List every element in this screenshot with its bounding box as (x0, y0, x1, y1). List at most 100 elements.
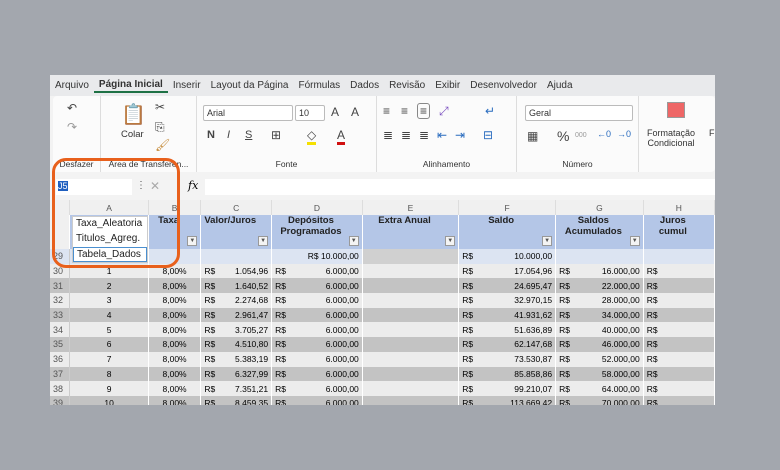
orientation-icon[interactable]: ⤢ (439, 104, 449, 118)
fill-color-icon[interactable]: ◇ (307, 128, 317, 145)
cell[interactable]: R$ (643, 351, 715, 367)
cell[interactable] (362, 278, 460, 294)
cell[interactable]: R$ 6.000,00 (271, 322, 363, 338)
filter-dropdown-icon[interactable]: ▼ (348, 236, 359, 246)
column-header-G[interactable]: G (555, 200, 644, 215)
paste-icon[interactable]: 📋 (121, 104, 146, 126)
cell[interactable]: R$ 5.383,19 (200, 351, 273, 367)
cell[interactable]: 5 (69, 322, 149, 338)
filter-dropdown-icon[interactable]: ▼ (187, 236, 198, 246)
cell[interactable]: R$ (643, 278, 715, 294)
row-header[interactable]: 32 (50, 293, 71, 308)
tab-2[interactable]: Inserir (172, 80, 201, 91)
italic-button[interactable]: I (227, 129, 231, 141)
align-center-icon[interactable]: ≣ (401, 128, 412, 142)
cell[interactable]: R$ 6.327,99 (200, 366, 273, 382)
cell[interactable]: 8,00% (148, 395, 202, 405)
cell[interactable]: R$ (643, 395, 715, 405)
cell[interactable]: 8,00% (148, 366, 202, 382)
cell[interactable] (362, 381, 460, 396)
column-header-F[interactable]: F (458, 200, 557, 215)
undo-icon[interactable]: ↶ (67, 101, 78, 115)
cell[interactable]: R$ 46.000,00 (555, 337, 644, 352)
cell[interactable]: R$ 10.000,00 (271, 249, 363, 264)
cell[interactable]: R$ 99.210,07 (458, 381, 557, 396)
cell[interactable] (362, 293, 460, 308)
cell[interactable]: R$ 6.000,00 (271, 263, 363, 279)
cell[interactable]: 8,00% (148, 381, 202, 396)
cell[interactable]: 8,00% (148, 337, 202, 352)
cell[interactable]: R$ 6.000,00 (271, 278, 363, 294)
named-range-item[interactable]: Tabela_Dados (73, 247, 147, 262)
increase-font-icon[interactable]: A (331, 105, 340, 119)
increase-indent-icon[interactable]: ⇥ (455, 128, 466, 142)
cell[interactable]: R$ (643, 366, 715, 382)
cell[interactable]: R$ 2.274,68 (200, 293, 273, 308)
cell[interactable]: R$ 6.000,00 (271, 351, 363, 367)
align-middle-icon[interactable]: ≡ (401, 104, 409, 118)
bold-button[interactable]: N (207, 129, 215, 141)
cell[interactable]: R$ 85.858,86 (458, 366, 557, 382)
merge-center-icon[interactable]: ⊟ (483, 128, 494, 142)
cell[interactable] (555, 249, 644, 264)
tab-6[interactable]: Revisão (389, 80, 426, 91)
cell[interactable]: R$ 41.931,62 (458, 307, 557, 323)
tab-7[interactable]: Exibir (435, 80, 461, 91)
cell[interactable]: R$ 32.970,15 (458, 293, 557, 308)
tab-9[interactable]: Ajuda (546, 80, 573, 91)
align-right-icon[interactable]: ≣ (419, 128, 430, 142)
column-header-H[interactable]: H (643, 200, 715, 215)
tab-1[interactable]: Página Inicial (93, 79, 168, 93)
insert-function-icon[interactable]: fx (188, 179, 199, 192)
cell[interactable]: 8,00% (148, 307, 202, 323)
format-painter-icon[interactable]: 🖌 (155, 138, 171, 152)
cell[interactable]: R$ (643, 381, 715, 396)
row-header[interactable]: 39 (50, 395, 71, 405)
copy-icon[interactable]: ⎘ (155, 120, 165, 134)
row-header[interactable]: 35 (50, 337, 71, 352)
cell[interactable]: R$ 22.000,00 (555, 278, 644, 294)
decrease-decimal-icon[interactable]: →0 (617, 129, 632, 139)
number-format-select[interactable]: Geral (525, 105, 633, 121)
align-top-icon[interactable]: ≡ (383, 104, 391, 118)
cell[interactable]: R$ 28.000,00 (555, 293, 644, 308)
cell[interactable]: R$ 6.000,00 (271, 395, 363, 405)
formula-input[interactable] (205, 179, 715, 195)
cell[interactable]: R$ 52.000,00 (555, 351, 644, 367)
cell[interactable]: R$ 6.000,00 (271, 366, 363, 382)
table-header-cell[interactable]: Juros cumul (643, 215, 715, 249)
cell[interactable]: R$ 24.695,47 (458, 278, 557, 294)
cell[interactable]: 8,00% (148, 322, 202, 338)
format-table-partial[interactable]: F (709, 128, 715, 138)
cell[interactable]: 4 (69, 307, 149, 323)
cut-icon[interactable]: ✂ (155, 100, 166, 114)
cell[interactable]: R$ 58.000,00 (555, 366, 644, 382)
conditional-format-button[interactable]: Formatação Condicional (647, 128, 695, 148)
wrap-text-icon[interactable]: ↵ (485, 104, 496, 118)
cell[interactable] (362, 263, 460, 279)
column-header-C[interactable]: C (200, 200, 273, 215)
cell[interactable]: R$ 6.000,00 (271, 337, 363, 352)
cell[interactable]: R$ (643, 307, 715, 323)
row-header[interactable]: 37 (50, 366, 71, 382)
cell[interactable]: R$ 73.530,87 (458, 351, 557, 367)
decrease-indent-icon[interactable]: ⇤ (437, 128, 448, 142)
cell[interactable]: R$ 17.054,96 (458, 263, 557, 279)
cell[interactable]: R$ 40.000,00 (555, 322, 644, 338)
cell[interactable] (200, 249, 273, 264)
cell[interactable]: R$ 16.000,00 (555, 263, 644, 279)
filter-dropdown-icon[interactable]: ▼ (445, 236, 456, 246)
cell[interactable] (362, 322, 460, 338)
column-header-E[interactable]: E (362, 200, 460, 215)
cell[interactable]: R$ 7.351,21 (200, 381, 273, 396)
cell[interactable]: R$ 6.000,00 (271, 381, 363, 396)
cell[interactable] (362, 307, 460, 323)
cell[interactable]: 8,00% (148, 293, 202, 308)
decrease-font-icon[interactable]: A (351, 105, 360, 119)
table-header-cell[interactable]: Extra Anual ▼ (362, 215, 460, 249)
percent-icon[interactable]: % (557, 128, 570, 144)
cell[interactable]: R$ (643, 337, 715, 352)
row-header[interactable]: 38 (50, 381, 71, 396)
cell[interactable]: R$ 34.000,00 (555, 307, 644, 323)
